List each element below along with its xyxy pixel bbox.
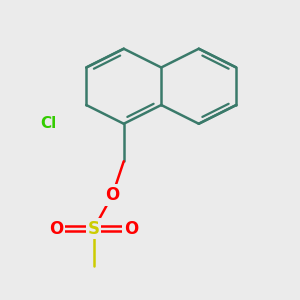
Text: O: O (105, 186, 120, 204)
Text: Cl: Cl (40, 116, 57, 131)
Text: O: O (124, 220, 138, 238)
Text: S: S (88, 220, 100, 238)
Text: O: O (49, 220, 63, 238)
